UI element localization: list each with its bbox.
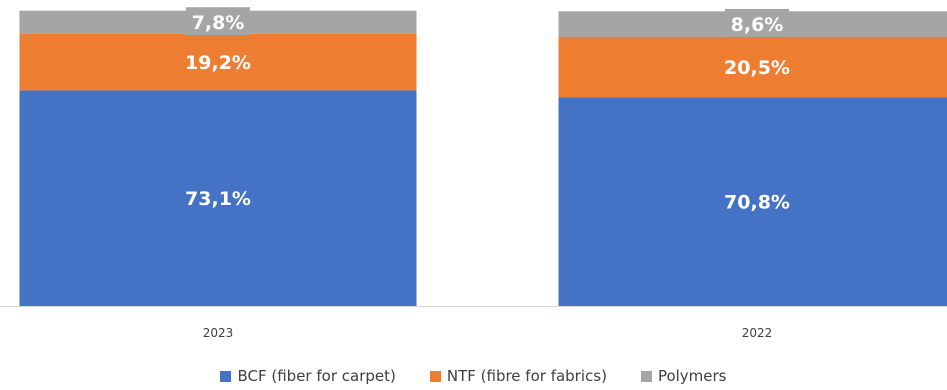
legend-label-polymers: Polymers xyxy=(657,367,727,385)
legend-swatch-bcf xyxy=(220,370,232,382)
legend-item-bcf[interactable]: BCF (fiber for carpet) xyxy=(220,367,396,385)
bar-segment-2023-bcf[interactable] xyxy=(19,90,417,306)
bar-segment-2023-ntf[interactable] xyxy=(19,33,417,91)
legend-swatch-polymers xyxy=(640,370,652,382)
legend: BCF (fiber for carpet) NTF (fibre for fa… xyxy=(0,367,947,385)
data-label-2022-ntf: 20,5% xyxy=(724,57,790,79)
bar-segment-2022-bcf[interactable] xyxy=(558,97,947,306)
data-label-2023-polymers: 7,8% xyxy=(192,12,245,34)
legend-label-bcf: BCF (fiber for carpet) xyxy=(237,367,396,385)
data-label-2023-ntf: 19,2% xyxy=(185,52,251,74)
x-tick-label-2023: 2023 xyxy=(203,326,234,340)
data-label-box-2023-polymers xyxy=(186,7,250,36)
data-label-box-2022-polymers xyxy=(725,8,789,37)
data-label-2023-bcf: 73,1% xyxy=(185,188,251,210)
data-label-2022-polymers: 8,6% xyxy=(731,14,784,36)
data-label-2022-bcf: 70,8% xyxy=(724,192,790,214)
legend-label-ntf: NTF (fibre for fabrics) xyxy=(446,367,607,385)
legend-swatch-ntf xyxy=(429,370,441,382)
legend-item-polymers[interactable]: Polymers xyxy=(640,367,727,385)
bar-segment-2022-ntf[interactable] xyxy=(558,36,947,98)
legend-item-ntf[interactable]: NTF (fibre for fabrics) xyxy=(429,367,607,385)
x-tick-label-2022: 2022 xyxy=(742,326,773,340)
